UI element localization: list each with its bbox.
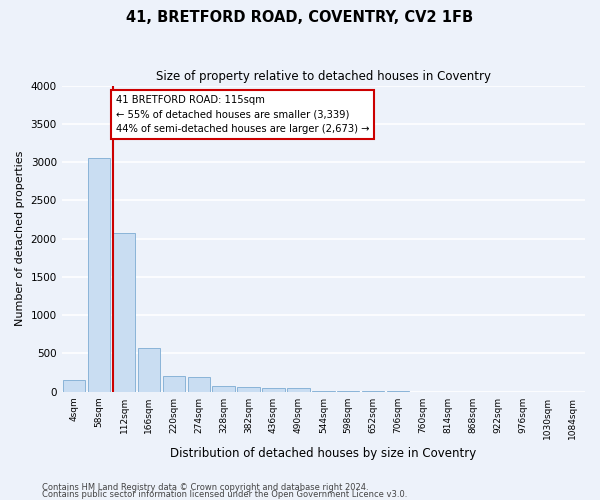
Text: 41, BRETFORD ROAD, COVENTRY, CV2 1FB: 41, BRETFORD ROAD, COVENTRY, CV2 1FB [127,10,473,25]
Text: Contains public sector information licensed under the Open Government Licence v3: Contains public sector information licen… [42,490,407,499]
Text: Contains HM Land Registry data © Crown copyright and database right 2024.: Contains HM Land Registry data © Crown c… [42,484,368,492]
Title: Size of property relative to detached houses in Coventry: Size of property relative to detached ho… [156,70,491,83]
Bar [238,386,260,392]
Bar [88,158,110,392]
Bar [63,380,85,392]
Text: 41 BRETFORD ROAD: 115sqm
← 55% of detached houses are smaller (3,339)
44% of sem: 41 BRETFORD ROAD: 115sqm ← 55% of detach… [116,94,369,134]
Bar [163,376,185,392]
Y-axis label: Number of detached properties: Number of detached properties [15,151,25,326]
X-axis label: Distribution of detached houses by size in Coventry: Distribution of detached houses by size … [170,447,476,460]
Bar [212,386,235,392]
Bar [262,388,285,392]
Bar [287,388,310,392]
Bar [188,377,210,392]
Bar [137,348,160,392]
Bar [113,233,135,392]
